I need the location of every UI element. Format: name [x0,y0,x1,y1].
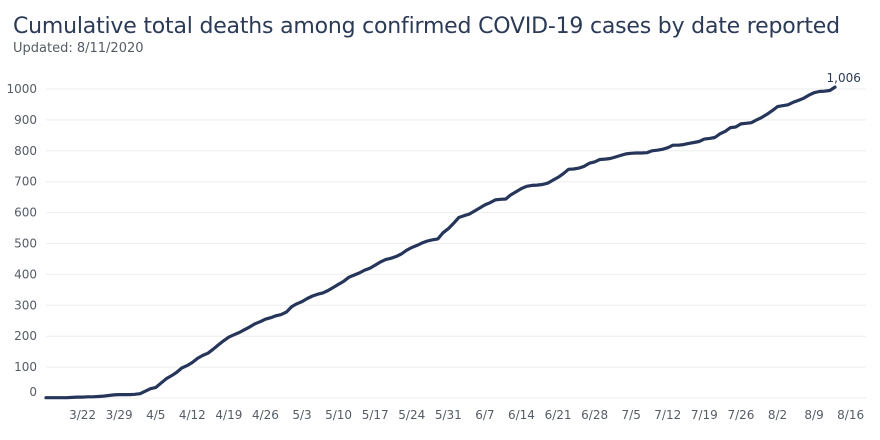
last-value-label: 1,006 [827,71,861,85]
x-tick-label: 3/29 [106,408,133,422]
x-tick-label: 5/31 [435,408,462,422]
y-tick-label: 100 [14,360,37,374]
x-tick-label: 6/21 [545,408,572,422]
y-tick-label: 700 [14,175,37,189]
x-tick-label: 8/16 [837,408,864,422]
gridlines [46,88,866,399]
y-tick-label: 300 [14,298,37,312]
y-tick-label: 200 [14,329,37,343]
x-tick-label: 7/19 [691,408,718,422]
x-tick-label: 8/2 [768,408,787,422]
y-tick-label: 900 [14,113,37,127]
x-tick-label: 6/14 [508,408,535,422]
y-tick-label: 1000 [6,82,37,96]
x-tick-label: 6/7 [475,408,494,422]
chart-title: Cumulative total deaths among confirmed … [13,14,840,39]
chart-subtitle: Updated: 8/11/2020 [13,41,144,56]
x-tick-label: 8/9 [804,408,823,422]
x-tick-label: 4/26 [252,408,279,422]
y-tick-label: 400 [14,267,37,281]
x-tick-label: 6/28 [581,408,608,422]
x-tick-label: 3/22 [69,408,96,422]
x-tick-label: 5/24 [398,408,425,422]
x-tick-label: 4/5 [146,408,165,422]
x-tick-label: 5/3 [292,408,311,422]
y-tick-label: 500 [14,237,37,251]
y-tick-label: 600 [14,206,37,220]
x-tick-label: 4/12 [179,408,206,422]
x-tick-label: 4/19 [215,408,242,422]
data-labels: 1,006 [827,71,861,85]
x-tick-label: 5/17 [362,408,389,422]
y-tick-label: 800 [14,144,37,158]
y-axis: 0 100 200 300 400 500 600 700 800 900 1000 [6,82,37,399]
x-axis: 3/22 3/29 4/5 4/12 4/19 4/26 5/3 5/10 5/17 5/24 5/… [69,408,864,422]
x-tick-label: 7/26 [727,408,754,422]
series-line [44,85,837,400]
series-layer [44,85,837,400]
x-tick-label: 5/10 [325,408,352,422]
x-tick-label: 7/5 [622,408,641,422]
x-tick-label: 7/12 [654,408,681,422]
y-tick-label: 0 [29,385,37,399]
